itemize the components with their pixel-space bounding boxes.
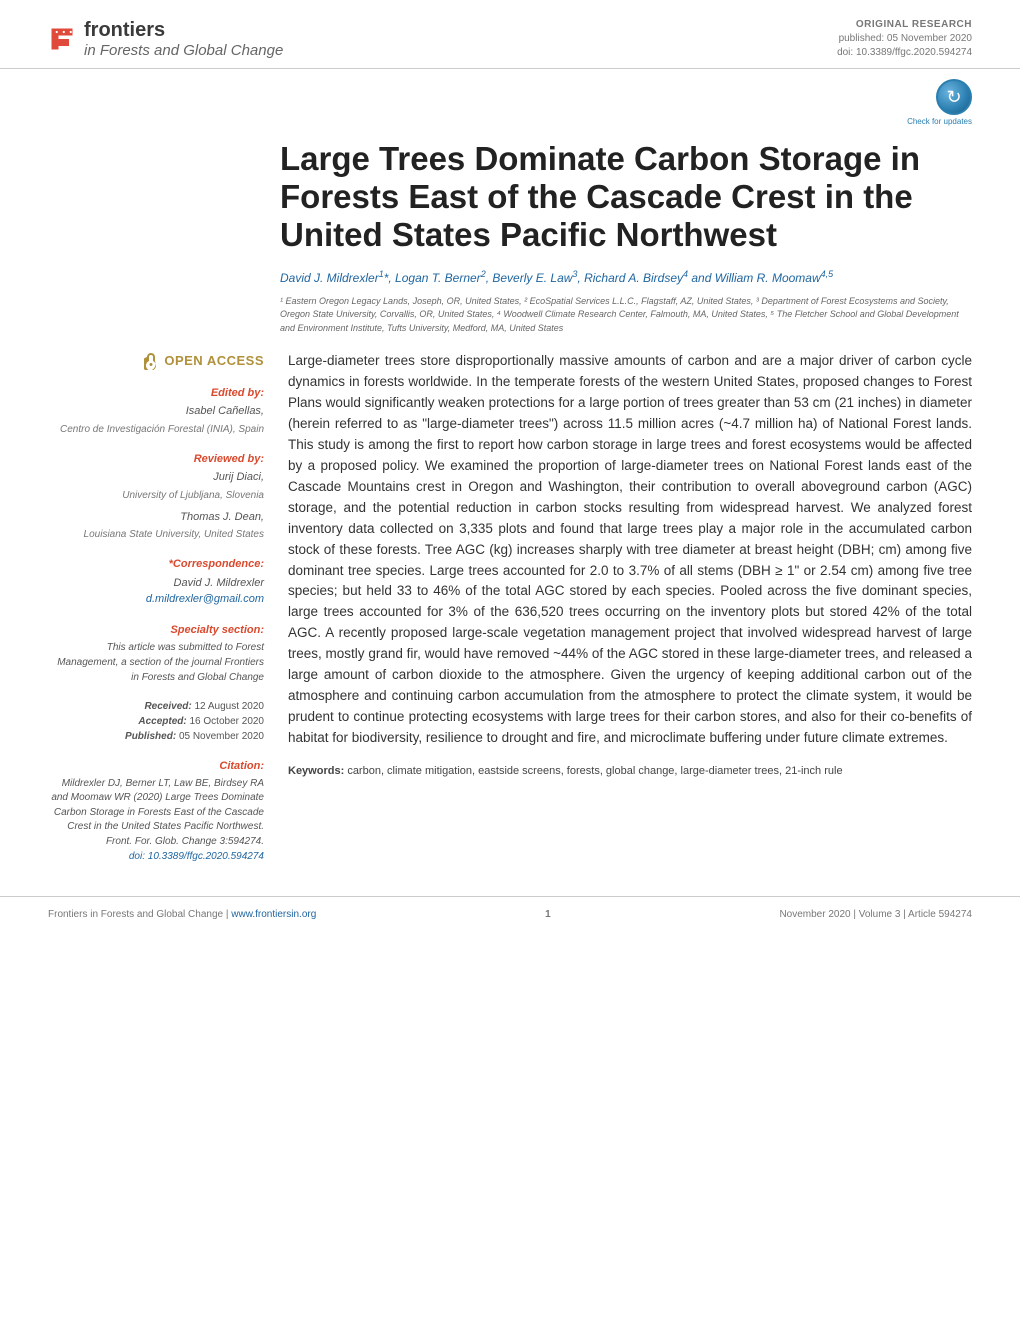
footer-link[interactable]: www.frontiersin.org [231,909,316,920]
open-access-badge: OPEN ACCESS [48,351,264,371]
reviewed-by-heading: Reviewed by: [48,451,264,468]
editor-org: Centro de Investigación Forestal (INIA),… [48,422,264,437]
citation-heading: Citation: [48,758,264,775]
keywords-label: Keywords: [288,765,344,777]
reviewer-org: Louisiana State University, United State… [48,527,264,542]
accepted-label: Accepted: [138,716,186,727]
published-label: Published: [125,731,176,742]
editor-name: Isabel Cañellas, [48,403,264,420]
reviewer-org: University of Ljubljana, Slovenia [48,488,264,503]
brand-text: frontiers in Forests and Global Change [84,19,283,59]
article-type: ORIGINAL RESEARCH [837,18,972,32]
citation-text: Mildrexler DJ, Berner LT, Law BE, Birdse… [48,777,264,850]
brand: frontiers in Forests and Global Change [48,18,283,60]
open-access-label: OPEN ACCESS [164,351,264,371]
reviewer-name: Jurij Diaci, [48,469,264,486]
citation-doi: doi: 10.3389/ffgc.2020.594274 [48,849,264,864]
footer-right: November 2020 | Volume 3 | Article 59427… [779,909,972,920]
received-date: 12 August 2020 [194,701,264,712]
sidebar: OPEN ACCESS Edited by: Isabel Cañellas, … [48,351,264,864]
published-date-sidebar: 05 November 2020 [179,731,264,742]
specialty-heading: Specialty section: [48,622,264,639]
corresponding-author: David J. Mildrexler [48,575,264,592]
keywords-line: Keywords: carbon, climate mitigation, ea… [288,763,972,780]
accepted-date: 16 October 2020 [190,716,265,727]
received-label: Received: [144,701,191,712]
authors-line: David J. Mildrexler1*, Logan T. Berner2,… [0,264,1020,295]
article-title: Large Trees Dominate Carbon Storage in F… [0,130,1020,264]
specialty-text: This article was submitted to Forest Man… [48,640,264,685]
correspondence-heading: *Correspondence: [48,556,264,573]
published-date: published: 05 November 2020 [837,32,972,46]
keywords-text: carbon, climate mitigation, eastside scr… [347,765,842,777]
corresponding-email[interactable]: d.mildrexler@gmail.com [48,591,264,608]
header-bar: frontiers in Forests and Global Change O… [0,0,1020,69]
frontiers-logo-icon [48,25,76,53]
updates-glyph: ↻ [946,87,961,108]
check-updates-label: Check for updates [907,117,972,126]
edited-by-heading: Edited by: [48,385,264,402]
main-row: OPEN ACCESS Edited by: Isabel Cañellas, … [0,351,1020,884]
page-number: 1 [545,909,551,920]
footer: Frontiers in Forests and Global Change |… [0,896,1020,938]
reviewer-name: Thomas J. Dean, [48,509,264,526]
brand-name: frontiers [84,19,283,42]
open-access-icon [144,352,158,370]
affiliations: ¹ Eastern Oregon Legacy Lands, Joseph, O… [0,295,1020,352]
journal-name: in Forests and Global Change [84,42,283,59]
footer-journal: Frontiers in Forests and Global Change [48,909,223,920]
abstract-text: Large-diameter trees store disproportion… [288,353,972,745]
check-updates-badge[interactable]: ↻ Check for updates [0,69,1020,130]
dates-block: Received: 12 August 2020 Accepted: 16 Oc… [48,699,264,744]
header-doi: doi: 10.3389/ffgc.2020.594274 [837,46,972,60]
pub-meta: ORIGINAL RESEARCH published: 05 November… [837,18,972,60]
check-updates-icon: ↻ [936,79,972,115]
footer-left: Frontiers in Forests and Global Change |… [48,909,316,920]
abstract-column: Large-diameter trees store disproportion… [288,351,972,864]
